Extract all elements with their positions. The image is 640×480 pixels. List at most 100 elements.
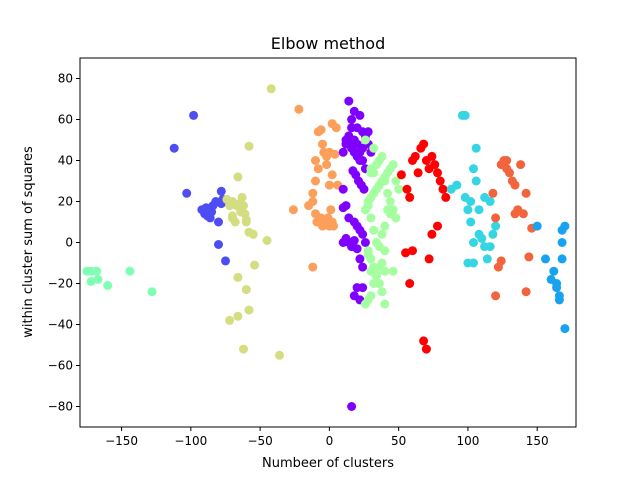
scatter-point — [288, 205, 298, 215]
scatter-point — [250, 260, 260, 270]
y-axis-ticks: −80 −60 −40 −20 0 20 40 60 80 — [48, 72, 80, 414]
scatter-point — [491, 213, 501, 223]
scatter-point — [380, 221, 390, 231]
x-tick-label: 150 — [526, 434, 549, 448]
scatter-point — [552, 279, 562, 288]
scatter-point — [369, 143, 379, 153]
scatter-point — [383, 188, 393, 198]
scatter-point — [322, 160, 332, 170]
scatter-point — [377, 229, 387, 239]
scatter-point — [329, 221, 338, 231]
scatter-point — [363, 250, 373, 260]
y-tick-label: −40 — [48, 318, 73, 332]
scatter-point — [413, 168, 423, 178]
scatter-point — [385, 197, 395, 206]
chart-title: Elbow method — [271, 34, 385, 53]
x-tick-label: 50 — [391, 434, 406, 448]
scatter-point — [488, 229, 498, 239]
scatter-point — [427, 229, 437, 239]
scatter-point — [93, 274, 103, 284]
scatter-point — [560, 324, 570, 334]
scatter-point — [363, 197, 373, 206]
scatter-point — [502, 156, 512, 165]
scatter-point — [377, 151, 387, 161]
scatter-point — [560, 221, 570, 231]
data-points — [82, 84, 570, 411]
scatter-point — [441, 192, 451, 202]
scatter-point — [347, 115, 357, 124]
scatter-point — [103, 281, 113, 290]
x-axis-label: Numbeer of clusters — [262, 456, 394, 471]
scatter-point — [221, 256, 230, 266]
scatter-point — [360, 238, 370, 247]
scatter-point — [401, 248, 411, 258]
y-tick-label: 40 — [58, 154, 73, 168]
scatter-point — [92, 266, 102, 276]
scatter-point — [474, 205, 484, 215]
scatter-point — [326, 205, 336, 215]
scatter-point — [521, 287, 531, 297]
scatter-point — [237, 192, 247, 202]
y-tick-label: 20 — [58, 195, 73, 209]
scatter-point — [491, 291, 501, 301]
scatter-point — [385, 209, 395, 219]
scatter-point — [338, 147, 348, 157]
scatter-point — [239, 201, 248, 211]
y-tick-label: 60 — [58, 113, 73, 127]
scatter-point — [355, 254, 365, 264]
scatter-point — [549, 266, 559, 276]
x-tick-label: 100 — [456, 434, 479, 448]
scatter-point — [214, 240, 223, 249]
scatter-point — [435, 176, 445, 186]
scatter-point — [338, 184, 348, 194]
scatter-point — [532, 221, 542, 231]
scatter-point — [366, 168, 376, 178]
scatter-point — [460, 110, 470, 120]
scatter-point — [469, 238, 478, 247]
scatter-point — [355, 147, 365, 157]
scatter-point — [355, 110, 365, 120]
scatter-point — [169, 143, 179, 153]
scatter-point — [485, 242, 495, 252]
scatter-point — [189, 110, 199, 120]
scatter-point — [358, 283, 368, 293]
scatter-point — [557, 254, 567, 264]
scatter-point — [318, 139, 327, 149]
scatter-point — [308, 262, 318, 272]
scatter-point — [377, 258, 387, 268]
scatter-point — [521, 188, 531, 198]
scatter-point — [433, 221, 442, 231]
scatter-point — [433, 168, 442, 178]
scatter-point — [248, 229, 258, 239]
y-tick-label: −80 — [48, 400, 73, 414]
scatter-point — [294, 104, 304, 114]
scatter-point — [358, 229, 368, 239]
scatter-point — [541, 254, 550, 264]
scatter-point — [452, 180, 462, 190]
scatter-point — [327, 170, 337, 180]
x-tick-label: −100 — [174, 434, 207, 448]
scatter-point — [430, 160, 440, 170]
scatter-point — [241, 285, 251, 295]
y-axis-label: within cluster sum of squares — [21, 146, 36, 338]
scatter-point — [347, 402, 357, 411]
scatter-point — [469, 258, 478, 268]
scatter-point — [214, 217, 223, 227]
scatter-point — [366, 266, 376, 276]
y-tick-label: 0 — [65, 236, 73, 250]
scatter-point — [419, 336, 429, 346]
scatter-point — [424, 254, 434, 264]
scatter-point — [510, 209, 520, 219]
scatter-point — [233, 272, 243, 282]
scatter-point — [262, 236, 272, 245]
scatter-point — [225, 315, 235, 325]
scatter-point — [518, 209, 528, 219]
scatter-point — [377, 287, 387, 297]
scatter-point — [471, 176, 481, 186]
plot-frame — [79, 57, 577, 428]
scatter-point — [366, 213, 376, 223]
y-tick-label: 80 — [58, 72, 73, 86]
scatter-point — [266, 84, 276, 94]
scatter-point — [275, 350, 284, 360]
scatter-point — [324, 180, 334, 190]
